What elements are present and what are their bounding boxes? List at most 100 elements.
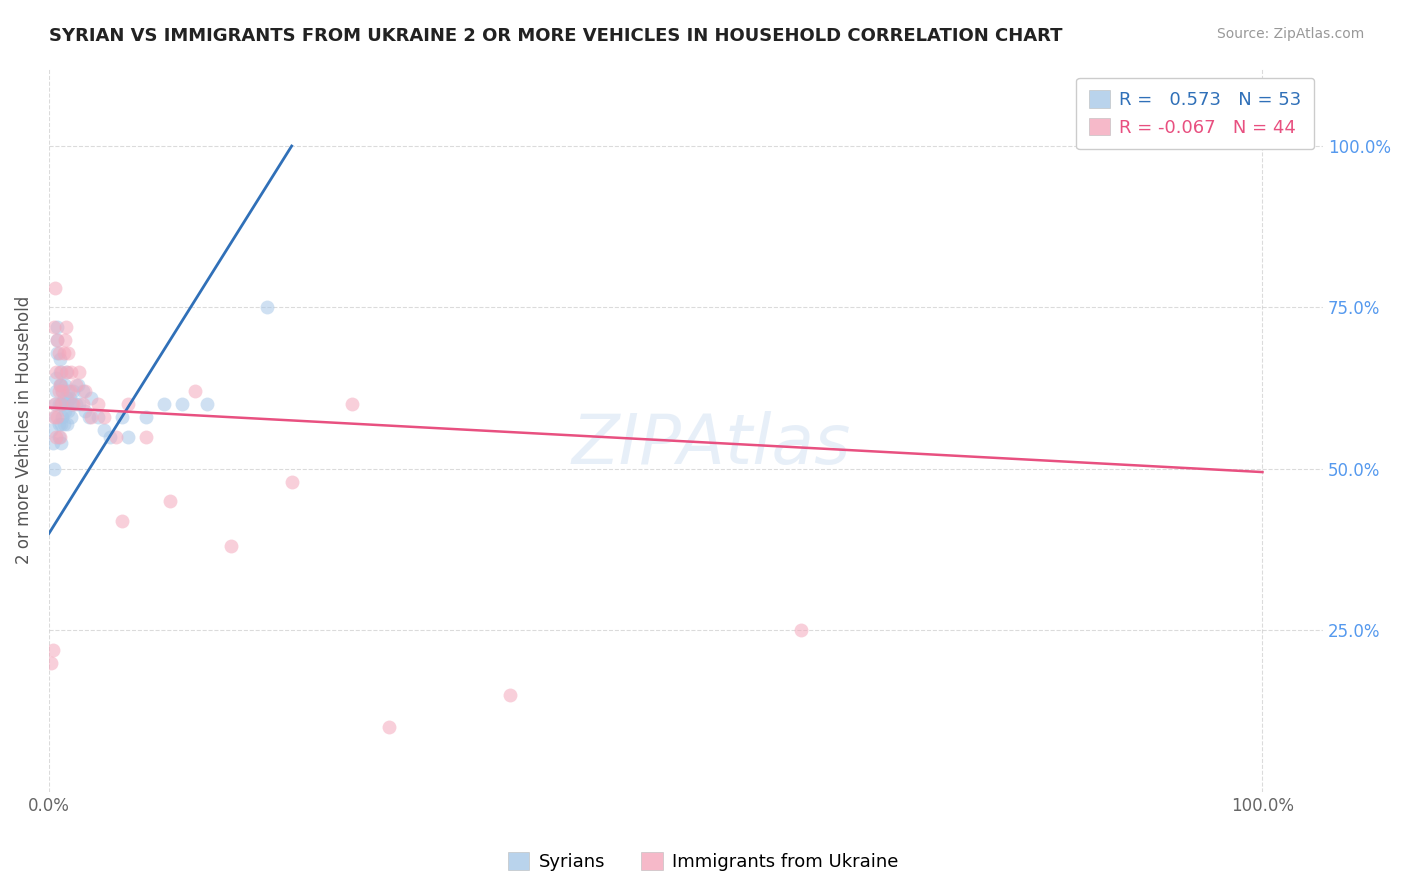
Point	[44, 397, 66, 411]
Point	[62, 397, 84, 411]
Text: Source: ZipAtlas.com: Source: ZipAtlas.com	[1216, 27, 1364, 41]
Point	[98, 429, 121, 443]
Point	[59, 384, 82, 399]
Point	[49, 378, 72, 392]
Point	[49, 397, 72, 411]
Point	[46, 333, 69, 347]
Point	[56, 417, 79, 431]
Point	[49, 378, 72, 392]
Point	[77, 410, 100, 425]
Point	[342, 397, 364, 411]
Point	[135, 410, 157, 425]
Point	[48, 384, 70, 399]
Point	[46, 333, 69, 347]
Point	[49, 429, 72, 443]
Point	[56, 365, 79, 379]
Point	[55, 365, 77, 379]
Point	[52, 345, 75, 359]
Point	[58, 403, 80, 417]
Point	[59, 365, 82, 379]
Point	[280, 475, 302, 489]
Point	[49, 365, 72, 379]
Point	[45, 365, 67, 379]
Point	[41, 436, 63, 450]
Point	[58, 384, 80, 399]
Point	[42, 319, 65, 334]
Point	[41, 423, 63, 437]
Point	[62, 384, 84, 399]
Point	[93, 423, 115, 437]
Point	[59, 410, 82, 425]
Point	[72, 384, 94, 399]
Point	[499, 688, 522, 702]
Point	[256, 301, 278, 315]
Point	[41, 642, 63, 657]
Text: SYRIAN VS IMMIGRANTS FROM UKRAINE 2 OR MORE VEHICLES IN HOUSEHOLD CORRELATION CH: SYRIAN VS IMMIGRANTS FROM UKRAINE 2 OR M…	[49, 27, 1063, 45]
Point	[75, 384, 97, 399]
Point	[41, 656, 63, 670]
Point	[42, 462, 65, 476]
Point	[104, 429, 127, 443]
Point	[53, 378, 76, 392]
Point	[52, 417, 75, 431]
Point	[72, 397, 94, 411]
Point	[42, 410, 65, 425]
Point	[44, 281, 66, 295]
Point	[67, 365, 90, 379]
Point	[111, 514, 134, 528]
Point	[46, 345, 69, 359]
Legend: R =   0.573   N = 53, R = -0.067   N = 44: R = 0.573 N = 53, R = -0.067 N = 44	[1076, 78, 1315, 150]
Point	[59, 391, 82, 405]
Point	[65, 397, 87, 411]
Point	[195, 397, 218, 411]
Point	[65, 378, 87, 392]
Point	[48, 345, 70, 359]
Point	[49, 397, 72, 411]
Point	[45, 429, 67, 443]
Point	[67, 397, 90, 411]
Point	[111, 410, 134, 425]
Point	[49, 352, 72, 367]
Point	[153, 397, 176, 411]
Point	[49, 436, 72, 450]
Point	[55, 319, 77, 334]
Point	[377, 720, 399, 734]
Point	[53, 403, 76, 417]
Point	[48, 397, 70, 411]
Point	[135, 429, 157, 443]
Point	[56, 391, 79, 405]
Point	[172, 397, 194, 411]
Y-axis label: 2 or more Vehicles in Household: 2 or more Vehicles in Household	[15, 296, 32, 565]
Point	[60, 397, 83, 411]
Point	[49, 365, 72, 379]
Text: ZIPAtlas: ZIPAtlas	[572, 411, 851, 478]
Point	[52, 391, 75, 405]
Point	[790, 624, 813, 638]
Point	[183, 384, 205, 399]
Point	[45, 371, 67, 385]
Point	[159, 494, 181, 508]
Point	[219, 539, 242, 553]
Point	[48, 417, 70, 431]
Point	[49, 378, 72, 392]
Point	[55, 397, 77, 411]
Legend: Syrians, Immigrants from Ukraine: Syrians, Immigrants from Ukraine	[501, 846, 905, 879]
Point	[46, 319, 69, 334]
Point	[80, 391, 103, 405]
Point	[53, 333, 76, 347]
Point	[67, 378, 90, 392]
Point	[58, 345, 80, 359]
Point	[44, 410, 66, 425]
Point	[51, 384, 73, 399]
Point	[93, 410, 115, 425]
Point	[45, 384, 67, 399]
Point	[86, 410, 108, 425]
Point	[75, 403, 97, 417]
Point	[117, 429, 139, 443]
Point	[48, 429, 70, 443]
Point	[86, 397, 108, 411]
Point	[117, 397, 139, 411]
Point	[51, 384, 73, 399]
Point	[44, 397, 66, 411]
Point	[49, 417, 72, 431]
